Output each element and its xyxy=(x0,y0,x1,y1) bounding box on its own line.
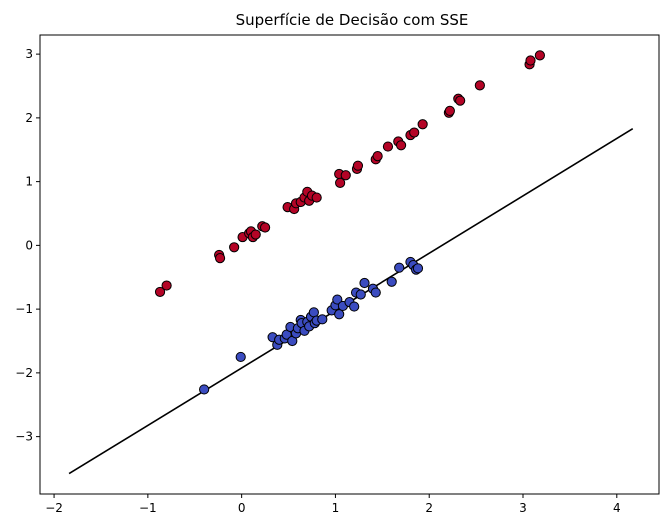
y-tick-label: −3 xyxy=(15,430,33,444)
data-point xyxy=(311,192,322,203)
data-point xyxy=(235,351,246,363)
plot-area xyxy=(39,34,660,495)
data-point xyxy=(444,105,455,116)
data-point xyxy=(394,262,405,273)
data-point xyxy=(474,80,485,91)
y-tick-label: −1 xyxy=(15,302,33,316)
x-tick-label: 2 xyxy=(425,501,433,515)
series-0 xyxy=(154,50,545,298)
x-tick-label: 0 xyxy=(238,501,246,515)
data-point xyxy=(525,55,536,66)
data-point xyxy=(352,160,364,171)
data-point xyxy=(355,289,366,300)
y-axis: −3 −2 −1 0 1 2 3 xyxy=(15,47,40,444)
x-tick-label: −1 xyxy=(139,501,157,515)
data-point xyxy=(161,280,172,291)
data-points-layer xyxy=(154,50,545,395)
data-point xyxy=(417,119,428,130)
y-tick-label: 2 xyxy=(25,111,33,125)
y-tick-label: −2 xyxy=(15,366,33,380)
data-point xyxy=(412,263,424,274)
data-point xyxy=(259,222,271,233)
x-axis: −2 −1 0 1 2 3 4 xyxy=(45,494,621,515)
data-point xyxy=(455,95,466,106)
x-tick-label: −2 xyxy=(45,501,63,515)
data-point xyxy=(395,140,407,151)
chart-title: Superfície de Decisão com SSE xyxy=(236,11,469,29)
x-tick-label: 1 xyxy=(332,501,340,515)
data-point xyxy=(340,170,351,181)
data-point xyxy=(382,141,394,152)
data-point xyxy=(372,151,383,162)
data-point xyxy=(335,177,346,188)
data-point xyxy=(349,301,360,312)
data-point xyxy=(214,253,226,264)
data-point xyxy=(359,277,370,289)
data-point xyxy=(534,50,545,61)
data-point xyxy=(386,276,397,287)
y-tick-label: 0 xyxy=(25,238,33,252)
x-tick-label: 4 xyxy=(613,501,621,515)
data-point xyxy=(409,127,420,138)
y-tick-label: 1 xyxy=(25,175,33,189)
data-point xyxy=(229,242,240,253)
data-point xyxy=(370,287,381,298)
data-point xyxy=(250,229,261,240)
data-point xyxy=(317,314,328,325)
data-point xyxy=(199,384,210,395)
data-point xyxy=(332,294,343,305)
x-tick-label: 3 xyxy=(519,501,527,515)
data-point xyxy=(154,286,166,298)
data-point xyxy=(334,309,345,320)
y-tick-label: 3 xyxy=(25,47,33,61)
series-1 xyxy=(199,256,424,395)
